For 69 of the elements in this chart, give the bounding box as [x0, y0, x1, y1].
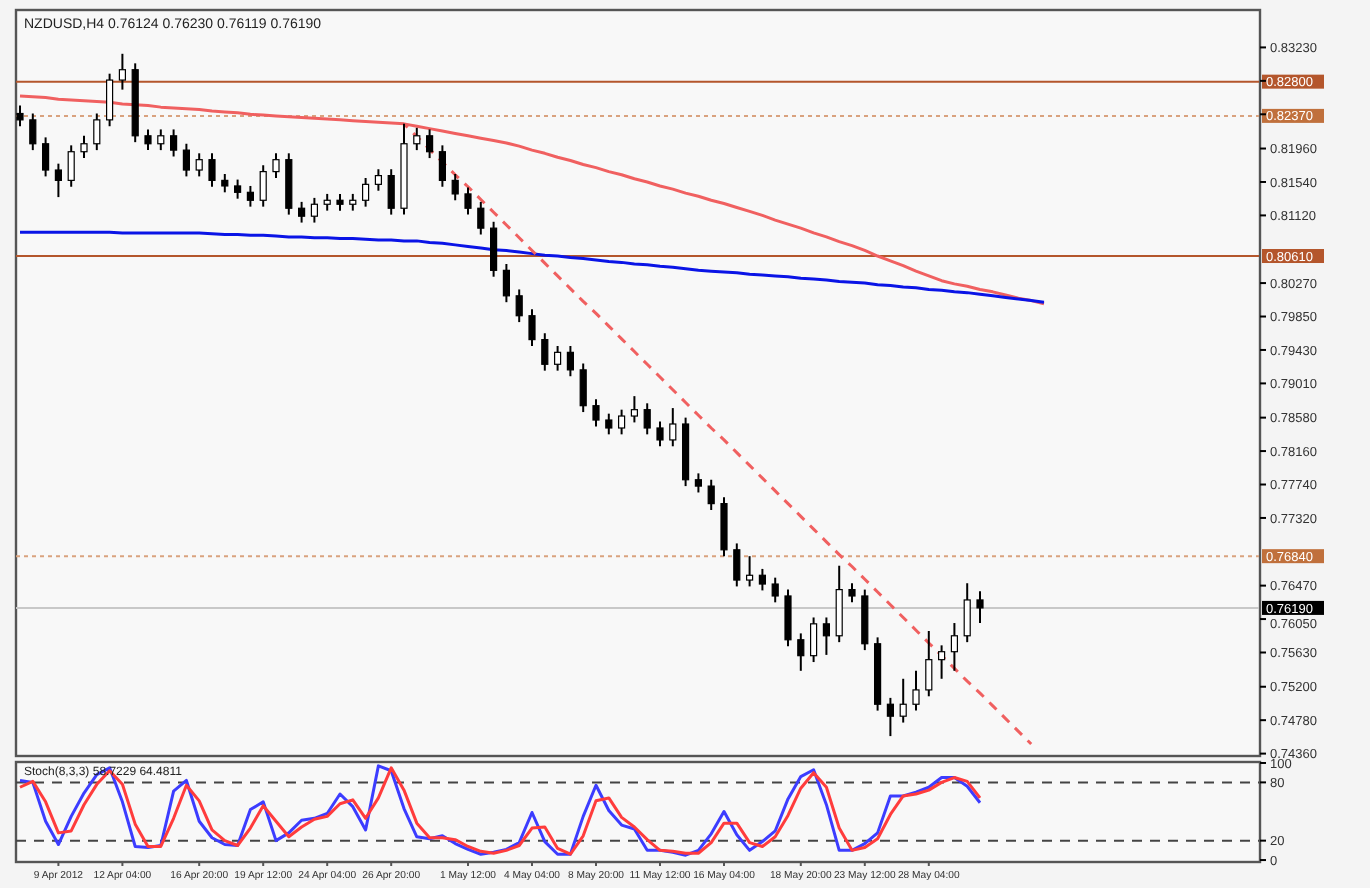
candlestick [822, 616, 830, 656]
candlestick [541, 332, 549, 372]
candlestick [771, 576, 779, 604]
candlestick [694, 472, 702, 494]
candlestick [886, 696, 894, 738]
candlestick [758, 567, 766, 592]
candlestick [656, 420, 664, 448]
candlestick [912, 669, 920, 712]
candlestick [259, 164, 267, 208]
candlestick [630, 395, 638, 424]
candlestick [950, 622, 958, 672]
candlestick [221, 173, 229, 194]
candlestick [464, 186, 472, 216]
candlestick [182, 142, 190, 178]
candlestick [669, 407, 677, 448]
candlestick [272, 152, 280, 179]
candlestick [579, 362, 587, 414]
candlestick [810, 616, 818, 664]
candlestick [29, 112, 37, 152]
candlestick [106, 72, 114, 128]
candlestick [234, 178, 242, 200]
candlestick [925, 630, 933, 698]
candlestick [310, 196, 318, 224]
candlestick [515, 288, 523, 324]
candlestick [861, 588, 869, 652]
candlestick [848, 582, 856, 604]
candlestick [67, 144, 75, 188]
candlestick [118, 52, 126, 91]
candlestick [784, 588, 792, 648]
candlestick [502, 262, 510, 304]
candlestick [387, 168, 395, 216]
candlestick [16, 104, 24, 128]
candlestick [938, 644, 946, 680]
candlestick [605, 412, 613, 436]
candlestick [963, 582, 971, 644]
line-series [18, 230, 1046, 304]
candlestick [643, 402, 651, 436]
candlestick [733, 542, 741, 588]
candlestick [566, 344, 574, 378]
candlestick [54, 162, 62, 199]
candlestick [746, 555, 754, 588]
candlestick [554, 344, 562, 372]
candlestick [144, 128, 152, 152]
candlestick [246, 184, 254, 208]
candlestick [477, 200, 485, 236]
candlestick [362, 176, 370, 208]
candlestick [720, 496, 728, 558]
candlestick [976, 590, 984, 625]
candlestick [426, 128, 434, 160]
candlestick [374, 168, 382, 192]
candlestick [157, 128, 165, 152]
candlestick [413, 126, 421, 152]
candlestick [618, 408, 626, 436]
candlestick [195, 152, 203, 178]
candlestick [42, 136, 50, 178]
candlestick [592, 398, 600, 428]
candlestick [835, 564, 843, 644]
candlestick [490, 220, 498, 278]
candlestick [899, 677, 907, 724]
candlestick [93, 112, 101, 152]
candlestick [170, 128, 178, 158]
candlestick [451, 173, 459, 202]
candlestick [298, 200, 306, 224]
candlestick [797, 632, 805, 672]
candlestick [528, 308, 536, 347]
candlestick [438, 144, 446, 188]
candlestick [208, 152, 216, 188]
candlestick [707, 478, 715, 511]
candlestick [80, 134, 88, 160]
